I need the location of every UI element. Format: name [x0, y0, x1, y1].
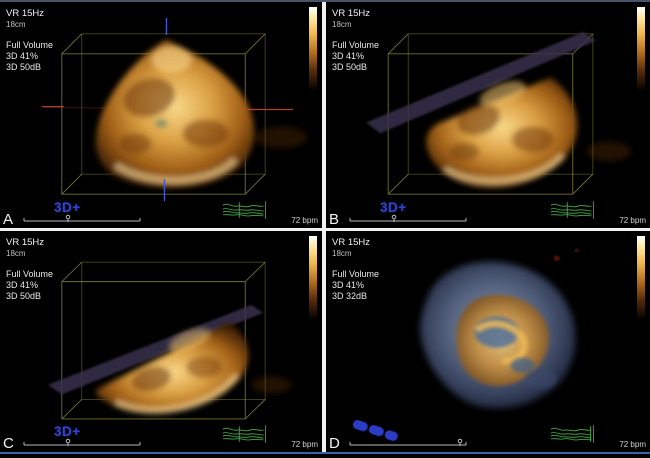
- heart-rate-label: 72 bpm: [619, 440, 646, 449]
- scale-ruler: [23, 214, 141, 222]
- depth-label: 18cm: [332, 249, 352, 258]
- depth-label: 18cm: [6, 20, 26, 29]
- bottom-border: [0, 452, 650, 454]
- volume-render-b: [366, 31, 631, 195]
- heart-rate-label: 72 bpm: [619, 216, 646, 225]
- panel-letter: B: [329, 211, 340, 228]
- panel-divider-vertical: [322, 2, 326, 452]
- mode-label: VR 15Hz: [6, 237, 45, 248]
- acq-type-label: Full Volume: [6, 40, 54, 50]
- volume-render-a: [41, 17, 308, 202]
- acq-type-label: Full Volume: [332, 40, 380, 50]
- panel-letter: D: [329, 435, 340, 452]
- dynamic-range-label: 3D 50dB: [332, 62, 368, 72]
- dynamic-range-label: 3D 50dB: [6, 62, 42, 72]
- ecg-trace: [550, 425, 594, 443]
- panel-divider-horizontal: [0, 228, 650, 231]
- axis-blue: [163, 17, 168, 202]
- gain-colorbar: [309, 236, 317, 320]
- gain-label: 3D 41%: [332, 51, 365, 61]
- heart-rate-label: 72 bpm: [291, 216, 318, 225]
- acquisition-info: VR 15Hz 18cm Full Volume 3D 41% 3D 50dB: [6, 237, 53, 302]
- ecg-trace: [550, 201, 594, 219]
- valve-render-d: [420, 248, 579, 409]
- gain-label: 3D 41%: [332, 280, 365, 290]
- 3dplus-logo: 3D+: [54, 424, 81, 439]
- gain-colorbar: [637, 236, 645, 320]
- volume-render-c: [47, 261, 292, 420]
- ecg-trace: [222, 201, 266, 219]
- acq-type-label: Full Volume: [6, 269, 54, 279]
- gain-colorbar: [637, 7, 645, 91]
- panel-d-viewport: VR 15Hz 18cm Full Volume 3D 41% 3D 32dB …: [326, 231, 650, 452]
- panel-letter: C: [3, 435, 14, 452]
- heart-volume: [95, 322, 292, 414]
- depth-label: 18cm: [6, 249, 26, 258]
- heart-rate-label: 72 bpm: [291, 440, 318, 449]
- crop-plane: [366, 31, 596, 134]
- wireframe-box: [61, 33, 266, 195]
- dynamic-range-label: 3D 50dB: [6, 291, 42, 301]
- panel-b-viewport: VR 15Hz 18cm Full Volume 3D 41% 3D 50dB …: [326, 2, 650, 228]
- acquisition-info: VR 15Hz 18cm Full Volume 3D 41% 3D 50dB: [332, 8, 379, 73]
- acq-type-label: Full Volume: [332, 269, 380, 279]
- acquisition-info: VR 15Hz 18cm Full Volume 3D 41% 3D 50dB: [6, 8, 53, 73]
- panel-c-viewport: VR 15Hz 18cm Full Volume 3D 41% 3D 50dB …: [0, 231, 322, 452]
- scale-ruler: [349, 438, 467, 446]
- 3dplus-logo: 3D+: [54, 200, 81, 215]
- scale-ruler: [349, 214, 467, 222]
- acquisition-info: VR 15Hz 18cm Full Volume 3D 41% 3D 32dB: [332, 237, 379, 302]
- wireframe-box: [61, 261, 266, 420]
- panel-letter: A: [3, 211, 14, 228]
- gain-label: 3D 41%: [6, 51, 39, 61]
- panel-a-viewport: VR 15Hz 18cm Full Volume 3D 41% 3D 50dB …: [0, 2, 322, 228]
- crosshair-red: [41, 105, 294, 111]
- gain-label: 3D 41%: [6, 280, 39, 290]
- mode-label: VR 15Hz: [332, 237, 371, 248]
- valve-volume: [420, 248, 579, 409]
- probe-orientation-icon: [352, 419, 399, 442]
- gain-colorbar: [309, 7, 317, 91]
- ecg-trace: [222, 425, 266, 443]
- top-border: [0, 0, 650, 2]
- heart-volume: [95, 39, 308, 188]
- mode-label: VR 15Hz: [6, 8, 45, 19]
- scale-ruler: [23, 438, 141, 446]
- crop-plane: [47, 304, 264, 395]
- heart-volume: [426, 77, 631, 189]
- mode-label: VR 15Hz: [332, 8, 371, 19]
- dynamic-range-label: 3D 32dB: [332, 291, 368, 301]
- 3dplus-logo: 3D+: [380, 200, 407, 215]
- depth-label: 18cm: [332, 20, 352, 29]
